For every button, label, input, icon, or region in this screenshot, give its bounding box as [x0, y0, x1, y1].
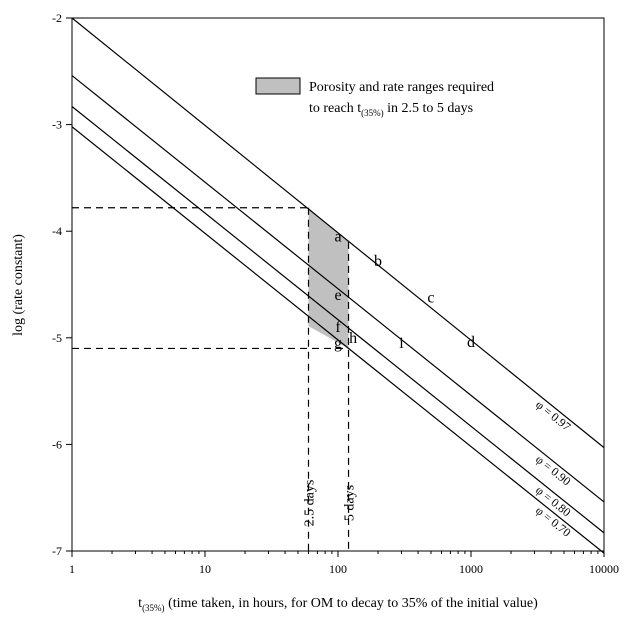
series-line	[71, 126, 605, 554]
series-label: φ = 0.97	[533, 397, 573, 433]
x-axis-label-rest: (time taken, in hours, for OM to decay t…	[165, 596, 539, 611]
labels-layer: 2.5 days 5 days a b c d efg h i	[302, 229, 475, 527]
point-label: d	[467, 334, 475, 351]
point-label: f	[335, 319, 341, 336]
y-tick-label: -4	[52, 224, 62, 238]
x-axis-label: t(35%) (time taken, in hours, for OM to …	[138, 596, 538, 613]
point-label: b	[374, 253, 382, 270]
point-label: c	[427, 289, 434, 306]
legend-swatch	[255, 77, 301, 95]
y-axis-label: log (rate constant)	[11, 234, 26, 336]
x-tick-label: 10	[199, 562, 211, 576]
legend-line-2-post: in 2.5 to 5 days	[384, 101, 473, 116]
x-tick-label: 1000	[459, 562, 483, 576]
point-label: a	[334, 229, 341, 246]
shaded-region	[308, 207, 349, 349]
y-tick-label: -2	[52, 11, 62, 25]
y-tick-label: -6	[52, 437, 62, 451]
legend-line-2-sub: (35%)	[361, 108, 384, 118]
axes-layer: 1 10 100 1000 10000 -2 -3 -4 -5 -6 -7	[52, 11, 619, 576]
y-tick-label: -3	[52, 118, 62, 132]
y-tick-label: -5	[52, 331, 62, 345]
legend-line-2: to reach t(35%) in 2.5 to 5 days	[309, 101, 473, 118]
series-line	[71, 75, 605, 503]
series-label: φ = 0.90	[533, 452, 574, 488]
x-tick-label: 1	[69, 562, 75, 576]
x-axis-label-sub: (35%)	[142, 603, 165, 613]
x-tick-label: 10000	[589, 562, 619, 576]
x-axis-label-main: t	[138, 596, 142, 611]
day-label: 2.5 days	[302, 480, 317, 527]
point-label: e	[334, 287, 341, 304]
series-line	[71, 106, 605, 534]
legend: Porosity and rate ranges required to rea…	[255, 77, 494, 118]
dashed-guides-layer	[72, 207, 350, 551]
point-label: h	[349, 330, 357, 347]
series-line	[71, 17, 605, 449]
day-label: 5 days	[343, 485, 358, 521]
point-label: g	[334, 335, 342, 352]
point-label: i	[399, 335, 404, 352]
x-tick-label: 100	[329, 562, 347, 576]
legend-line-2-pre: to reach t	[309, 101, 361, 116]
legend-line-1: Porosity and rate ranges required	[309, 80, 494, 95]
y-tick-label: -7	[52, 544, 62, 558]
shaded-region-layer	[308, 207, 349, 349]
